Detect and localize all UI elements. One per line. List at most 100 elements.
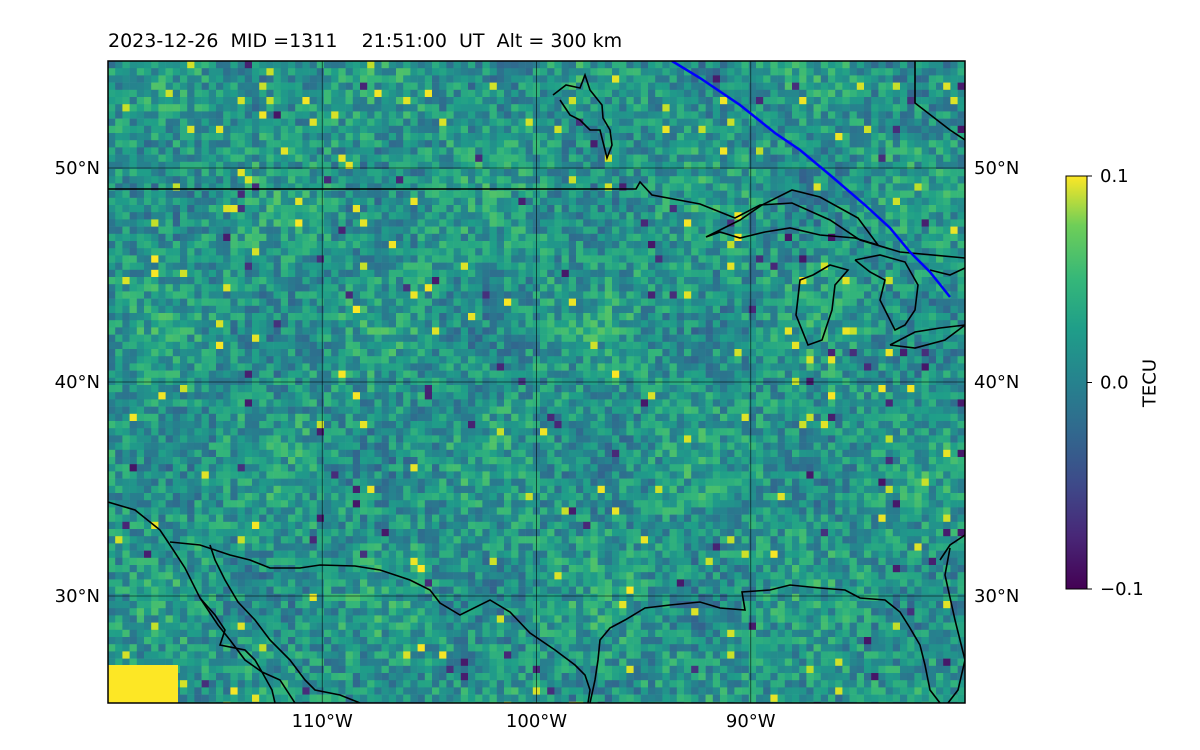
heatmap-cell <box>928 75 937 83</box>
heatmap-cell <box>259 291 267 299</box>
heatmap-cell <box>496 341 505 350</box>
heatmap-cell <box>144 205 152 213</box>
heatmap-cell <box>244 305 253 314</box>
heatmap-cell <box>554 125 562 134</box>
heatmap-cell <box>144 248 152 256</box>
heatmap-cell <box>950 291 958 299</box>
heatmap-cell <box>316 277 325 285</box>
heatmap-cell <box>540 104 548 112</box>
heatmap-cell <box>568 341 577 350</box>
heatmap-cell <box>338 212 346 220</box>
heatmap-cell <box>885 154 894 163</box>
heatmap-cell <box>518 219 526 227</box>
heatmap-cell <box>878 89 886 98</box>
heatmap-cell <box>180 183 188 191</box>
heatmap-cell <box>115 169 123 177</box>
heatmap-cell <box>511 248 519 256</box>
heatmap-cell <box>136 104 145 112</box>
heatmap-cell <box>252 104 260 112</box>
heatmap-cell <box>309 349 318 357</box>
heatmap-cell <box>453 169 462 177</box>
heatmap-cell <box>928 233 937 242</box>
heatmap-cell <box>468 284 476 292</box>
heatmap-cell <box>597 334 606 343</box>
heatmap-cell <box>907 82 915 91</box>
heatmap-cell <box>756 298 764 307</box>
heatmap-cell <box>489 334 498 343</box>
heatmap-cell <box>655 262 663 271</box>
heatmap-cell <box>259 183 267 191</box>
heatmap-cell <box>676 248 685 256</box>
heatmap-cell <box>943 104 951 112</box>
heatmap-cell <box>914 183 922 191</box>
heatmap-cell <box>828 68 836 76</box>
heatmap-cell <box>705 212 714 220</box>
heatmap-cell <box>684 118 692 127</box>
heatmap-cell <box>892 298 901 307</box>
heatmap-cell <box>590 349 598 357</box>
heatmap-cell <box>511 341 519 350</box>
heatmap-cell <box>684 284 692 292</box>
heatmap-cell <box>216 277 224 285</box>
heatmap-cell <box>568 212 577 220</box>
heatmap-cell <box>172 205 181 213</box>
heatmap-cell <box>489 233 498 242</box>
heatmap-cell <box>201 125 210 134</box>
heatmap-cell <box>266 233 274 242</box>
heatmap-cell <box>388 104 397 112</box>
heatmap-cell <box>547 313 555 321</box>
heatmap-cell <box>439 269 447 278</box>
heatmap-cell <box>698 349 706 357</box>
heatmap-cell <box>640 111 649 119</box>
heatmap-cell <box>878 313 886 321</box>
heatmap-cell <box>633 341 642 350</box>
heatmap-cell <box>410 219 418 227</box>
heatmap-cell <box>230 169 238 177</box>
heatmap-cell <box>338 233 346 242</box>
heatmap-cell <box>511 255 519 263</box>
heatmap-cell <box>640 327 649 335</box>
heatmap-cell <box>612 82 620 91</box>
heatmap-cell <box>158 349 166 357</box>
heatmap-cell <box>820 313 829 321</box>
heatmap-cell <box>288 169 296 177</box>
heatmap-cell <box>223 68 231 76</box>
heatmap-cell <box>244 349 253 357</box>
heatmap-cell <box>957 334 965 343</box>
heatmap-cell <box>748 241 757 249</box>
heatmap-cell <box>907 320 915 328</box>
heatmap-cell <box>122 75 130 83</box>
heatmap-cell <box>360 61 368 69</box>
heatmap-cell <box>820 197 829 206</box>
heatmap-cell <box>813 118 822 127</box>
heatmap-cell <box>172 111 181 119</box>
heatmap-cell <box>568 219 577 227</box>
heatmap-cell <box>230 255 238 263</box>
heatmap-cell <box>259 82 267 91</box>
heatmap-cell <box>511 133 519 141</box>
heatmap-cell <box>367 68 375 76</box>
heatmap-cell <box>806 68 814 76</box>
heatmap-cell <box>540 176 548 184</box>
heatmap-cell <box>842 255 850 263</box>
heatmap-cell <box>295 176 303 184</box>
heatmap-cell <box>662 327 670 335</box>
heatmap-cell <box>950 334 958 343</box>
heatmap-cell <box>417 320 426 328</box>
heatmap-cell <box>144 305 152 314</box>
heatmap-cell <box>259 169 267 177</box>
heatmap-cell <box>273 133 282 141</box>
heatmap-cell <box>720 190 728 199</box>
heatmap-cell <box>561 298 570 307</box>
heatmap-cell <box>914 305 922 314</box>
heatmap-cell <box>360 97 368 105</box>
heatmap-cell <box>129 298 138 307</box>
heatmap-cell <box>230 176 238 184</box>
heatmap-cell <box>748 133 757 141</box>
heatmap-cell <box>914 104 922 112</box>
heatmap-cell <box>763 291 771 299</box>
heatmap-cell <box>554 61 562 69</box>
heatmap-cell <box>460 277 469 285</box>
heatmap-cell <box>280 341 289 350</box>
heatmap-cell <box>756 313 764 321</box>
